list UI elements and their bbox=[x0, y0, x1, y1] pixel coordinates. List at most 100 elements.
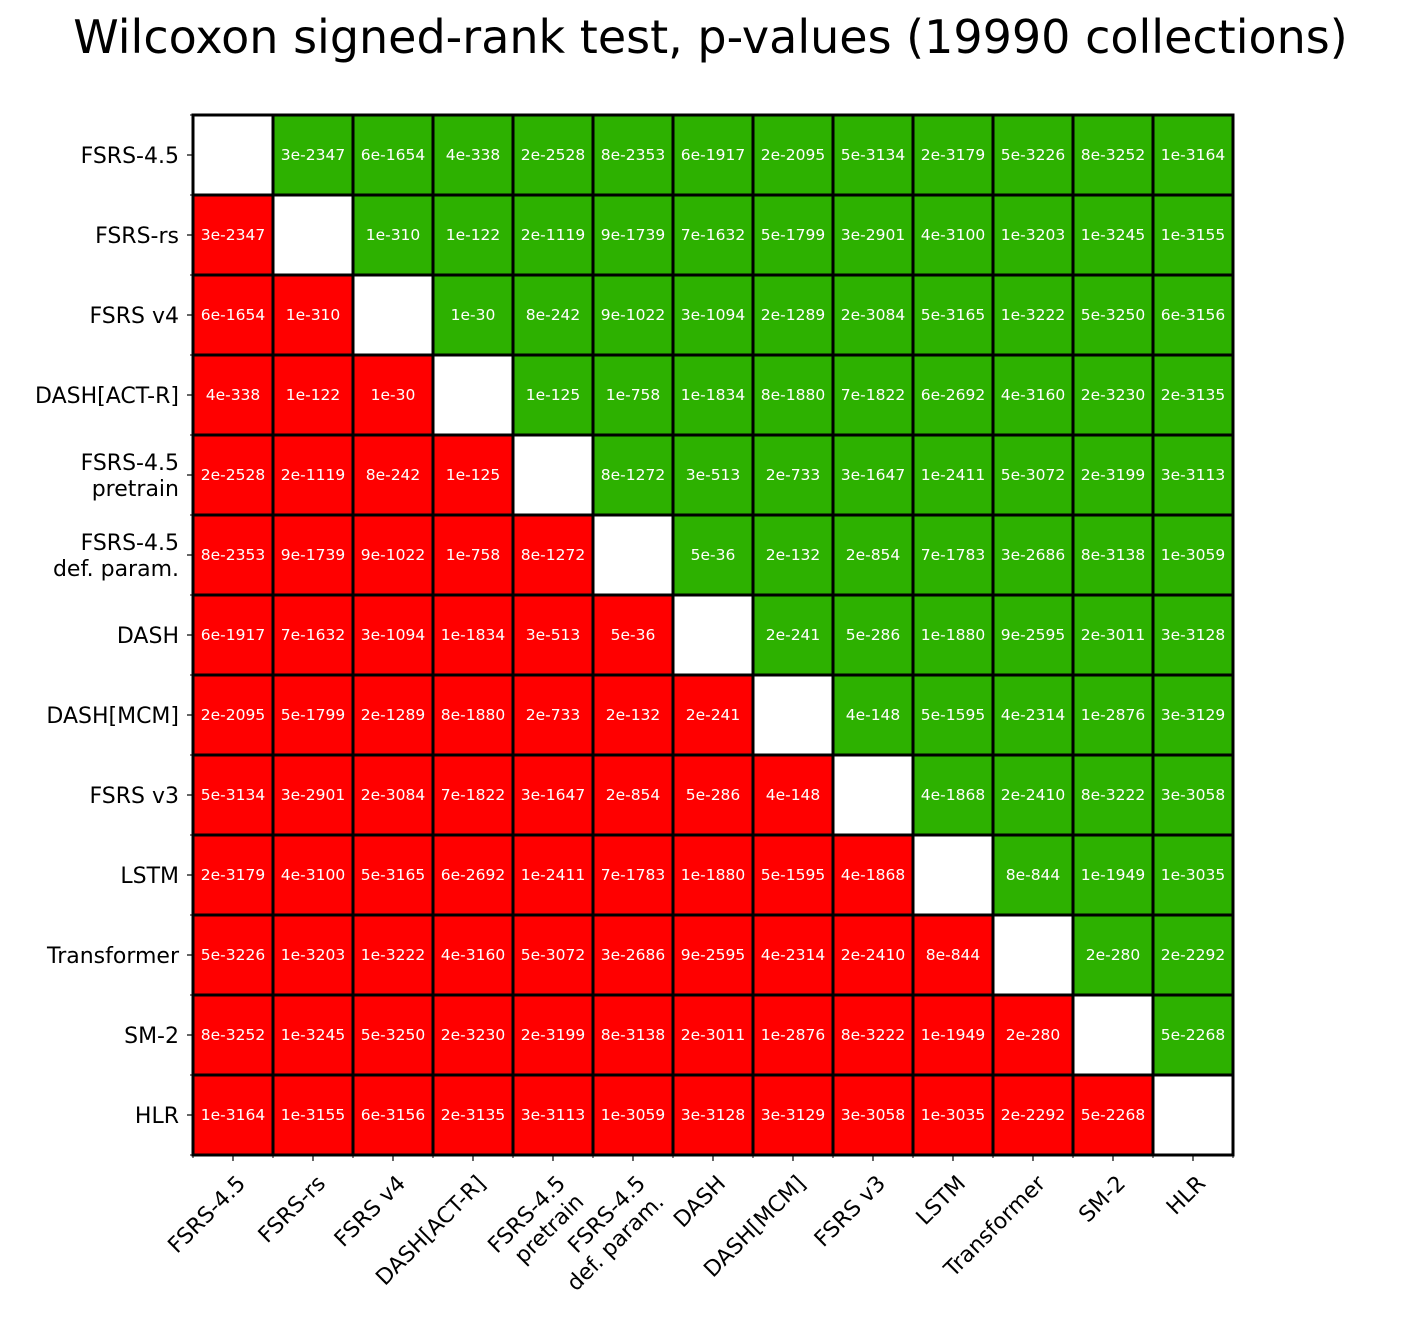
cell-value-label: 4e-148 bbox=[846, 706, 901, 724]
heatmap-cell bbox=[991, 993, 1075, 1077]
cell-value-label: 1e-1834 bbox=[681, 386, 745, 404]
cell-value-label: 2e-2095 bbox=[201, 706, 265, 724]
heatmap-cell bbox=[271, 913, 355, 997]
cell-value-label: 5e-3072 bbox=[1001, 466, 1065, 484]
y-tick-label: FSRS v3 bbox=[90, 784, 180, 809]
cell-value-label: 8e-1272 bbox=[521, 546, 585, 564]
heatmap-cell bbox=[271, 673, 355, 757]
heatmap-cell bbox=[351, 353, 435, 437]
cell-value-label: 4e-3100 bbox=[921, 226, 985, 244]
cell-value-label: 9e-1022 bbox=[361, 546, 425, 564]
x-tick-label: SM-2 bbox=[1074, 1171, 1130, 1227]
cell-value-label: 3e-513 bbox=[686, 466, 741, 484]
heatmap-cell bbox=[191, 273, 275, 357]
cell-value-label: 6e-1917 bbox=[201, 626, 265, 644]
cell-value-label: 1e-30 bbox=[371, 386, 416, 404]
cell-value-label: 2e-3230 bbox=[441, 1026, 505, 1044]
cell-value-label: 8e-1880 bbox=[761, 386, 825, 404]
chart-title: Wilcoxon signed-rank test, p-values (199… bbox=[73, 10, 1348, 64]
cell-value-label: 4e-338 bbox=[206, 386, 261, 404]
cell-value-label: 5e-3250 bbox=[361, 1026, 425, 1044]
cell-value-label: 3e-513 bbox=[526, 626, 581, 644]
cell-value-label: 4e-1868 bbox=[921, 786, 985, 804]
cell-value-label: 1e-125 bbox=[446, 466, 501, 484]
heatmap-cell bbox=[351, 273, 435, 357]
heatmap-cell bbox=[751, 673, 835, 757]
cell-value-label: 1e-310 bbox=[286, 306, 341, 324]
cell-value-label: 1e-3164 bbox=[1161, 146, 1225, 164]
cell-value-label: 3e-3058 bbox=[1161, 786, 1225, 804]
heatmap-cell bbox=[911, 673, 995, 757]
cell-value-label: 3e-2686 bbox=[601, 946, 665, 964]
cell-value-label: 3e-1647 bbox=[841, 466, 905, 484]
heatmap-cell bbox=[191, 993, 275, 1077]
heatmap-cell bbox=[431, 353, 515, 437]
cell-value-label: 8e-3252 bbox=[1081, 146, 1145, 164]
y-tick-label: DASH[MCM] bbox=[46, 704, 179, 729]
heatmap-cell bbox=[831, 433, 915, 517]
cell-value-label: 7e-1822 bbox=[841, 386, 905, 404]
heatmap-cell bbox=[431, 113, 515, 197]
heatmap-cell bbox=[831, 753, 915, 837]
heatmap-cell bbox=[1071, 193, 1155, 277]
cell-value-label: 5e-3226 bbox=[1001, 146, 1065, 164]
cell-value-label: 1e-3059 bbox=[1161, 546, 1225, 564]
heatmap-cell bbox=[751, 433, 835, 517]
cell-value-label: 6e-2692 bbox=[441, 866, 505, 884]
heatmap-cell bbox=[1071, 753, 1155, 837]
cell-value-label: 3e-2686 bbox=[1001, 546, 1065, 564]
cell-value-label: 1e-3245 bbox=[281, 1026, 345, 1044]
heatmap-cell bbox=[511, 513, 595, 597]
heatmap-cell bbox=[1071, 433, 1155, 517]
cell-value-label: 1e-2411 bbox=[921, 466, 985, 484]
heatmap-cell bbox=[831, 113, 915, 197]
heatmap-cell bbox=[511, 993, 595, 1077]
cell-value-label: 1e-2876 bbox=[761, 1026, 825, 1044]
cell-value-label: 5e-286 bbox=[686, 786, 741, 804]
cell-value-label: 1e-3035 bbox=[921, 1106, 985, 1124]
heatmap-cell bbox=[831, 353, 915, 437]
cell-value-label: 1e-3203 bbox=[281, 946, 345, 964]
cell-value-label: 1e-1949 bbox=[1081, 866, 1145, 884]
heatmap-cell bbox=[991, 913, 1075, 997]
cell-value-label: 8e-1880 bbox=[441, 706, 505, 724]
cell-value-label: 4e-3160 bbox=[441, 946, 505, 964]
cell-value-label: 2e-280 bbox=[1086, 946, 1141, 964]
cell-value-label: 8e-2353 bbox=[201, 546, 265, 564]
heatmap-cell bbox=[271, 753, 355, 837]
cell-value-label: 4e-2314 bbox=[1001, 706, 1065, 724]
cell-value-label: 1e-1880 bbox=[921, 626, 985, 644]
cell-value-label: 1e-3222 bbox=[361, 946, 425, 964]
heatmap-cell bbox=[1151, 1073, 1235, 1157]
heatmap-cell bbox=[591, 593, 675, 677]
cell-value-label: 3e-3113 bbox=[521, 1106, 585, 1124]
cell-value-label: 3e-2347 bbox=[201, 226, 265, 244]
cell-value-label: 7e-1632 bbox=[681, 226, 745, 244]
cell-value-label: 2e-3011 bbox=[681, 1026, 745, 1044]
cell-value-label: 2e-241 bbox=[686, 706, 741, 724]
cell-value-label: 1e-3059 bbox=[601, 1106, 665, 1124]
heatmap-cell bbox=[431, 593, 515, 677]
cell-value-label: 3e-3128 bbox=[681, 1106, 745, 1124]
cell-value-label: 6e-1917 bbox=[681, 146, 745, 164]
cell-value-label: 4e-2314 bbox=[761, 946, 825, 964]
heatmap-cell bbox=[1151, 513, 1235, 597]
cell-value-label: 1e-30 bbox=[451, 306, 496, 324]
heatmap-cell bbox=[1071, 993, 1155, 1077]
heatmap-cell bbox=[431, 513, 515, 597]
heatmap-cell bbox=[511, 193, 595, 277]
cell-value-label: 2e-3199 bbox=[521, 1026, 585, 1044]
cell-value-label: 2e-2292 bbox=[1161, 946, 1225, 964]
y-tick-label: DASH[ACT-R] bbox=[35, 384, 179, 409]
cell-value-label: 9e-1739 bbox=[281, 546, 345, 564]
cell-value-label: 8e-3222 bbox=[841, 1026, 905, 1044]
cell-value-label: 1e-3155 bbox=[281, 1106, 345, 1124]
cell-value-label: 2e-3199 bbox=[1081, 466, 1145, 484]
x-tick-label: FSRS-rs bbox=[254, 1171, 331, 1248]
cell-value-label: 5e-3134 bbox=[841, 146, 905, 164]
cell-value-label: 6e-3156 bbox=[1161, 306, 1225, 324]
heatmap-cell bbox=[671, 753, 755, 837]
heatmap-cell bbox=[1151, 113, 1235, 197]
cell-value-label: 8e-242 bbox=[366, 466, 421, 484]
heatmap-cell bbox=[911, 193, 995, 277]
